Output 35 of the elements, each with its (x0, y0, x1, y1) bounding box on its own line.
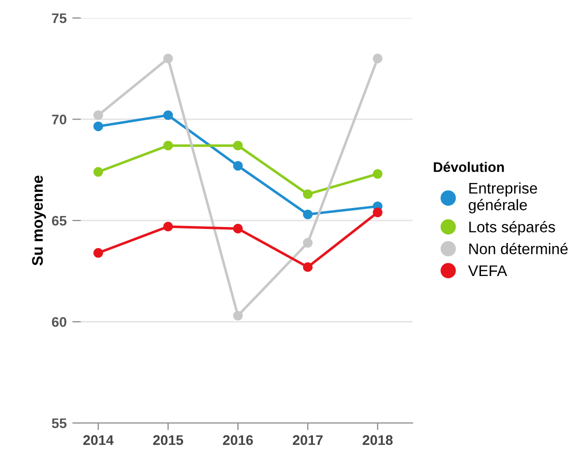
legend-label: Non déterminé (469, 242, 568, 254)
point (163, 110, 173, 120)
point (372, 54, 382, 64)
point (302, 238, 313, 248)
point (302, 262, 313, 272)
point (163, 222, 173, 232)
point (233, 310, 243, 321)
point (233, 160, 243, 171)
point (233, 224, 243, 234)
y-tick-label: 60 (52, 317, 66, 327)
point (93, 248, 104, 258)
legend-title: Dévolution (434, 162, 504, 172)
point (93, 121, 104, 132)
y-tick-label: 65 (52, 216, 67, 226)
x-tick-label: 2014 (83, 435, 114, 446)
legend-label: Lots séparés (469, 220, 555, 236)
x-tick-label: 2018 (362, 435, 393, 446)
x-tick-label: 2016 (222, 435, 253, 446)
point (302, 210, 313, 220)
legend-label: Entreprise générale (468, 182, 538, 214)
y-tick-label: 75 (52, 13, 67, 24)
point (372, 208, 382, 218)
y-tick-label: 55 (52, 418, 67, 428)
point (372, 169, 382, 179)
x-tick-label: 2017 (292, 435, 323, 446)
y-axis-title: Su moyenne (32, 176, 46, 266)
point (93, 110, 104, 120)
y-tick-label: 70 (52, 114, 66, 124)
point (233, 140, 243, 150)
x-tick-label: 2015 (153, 435, 184, 446)
point (302, 189, 313, 200)
legend-label: VEFA (468, 265, 508, 276)
point (163, 54, 173, 64)
point (93, 167, 104, 177)
point (163, 140, 173, 150)
